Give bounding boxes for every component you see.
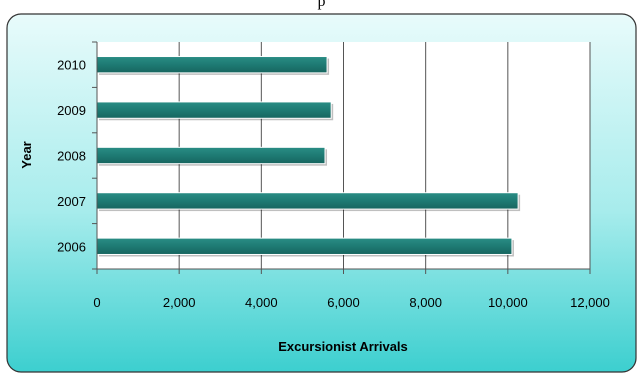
axis-layer xyxy=(92,41,591,274)
y-axis-title: Year xyxy=(19,141,34,168)
x-tick-label: 2,000 xyxy=(163,295,196,310)
x-tick-label: 6,000 xyxy=(327,295,360,310)
y-tick-label: 2010 xyxy=(57,58,86,73)
x-tick-label: 10,000 xyxy=(488,295,528,310)
x-tick-label: 12,000 xyxy=(570,295,610,310)
bar xyxy=(96,56,328,74)
x-axis-title: Excursionist Arrivals xyxy=(278,339,408,354)
x-tick-label: 4,000 xyxy=(245,295,278,310)
y-tick-label: 2008 xyxy=(57,149,86,164)
y-tick-label: 2009 xyxy=(57,103,86,118)
bar xyxy=(96,237,513,255)
label-layer: 0 2,000 4,000 6,000 8,000 10,000 12,000 2010 200… xyxy=(57,58,610,310)
x-tick-label: 8,000 xyxy=(409,295,442,310)
bar xyxy=(96,192,519,210)
y-tick-label: 2006 xyxy=(57,239,86,254)
x-tick-label: 0 xyxy=(93,295,100,310)
bar xyxy=(96,146,326,165)
bar xyxy=(96,101,332,119)
y-tick-label: 2007 xyxy=(57,194,86,209)
chart-title: p xyxy=(317,0,326,10)
bar-layer xyxy=(96,56,521,257)
